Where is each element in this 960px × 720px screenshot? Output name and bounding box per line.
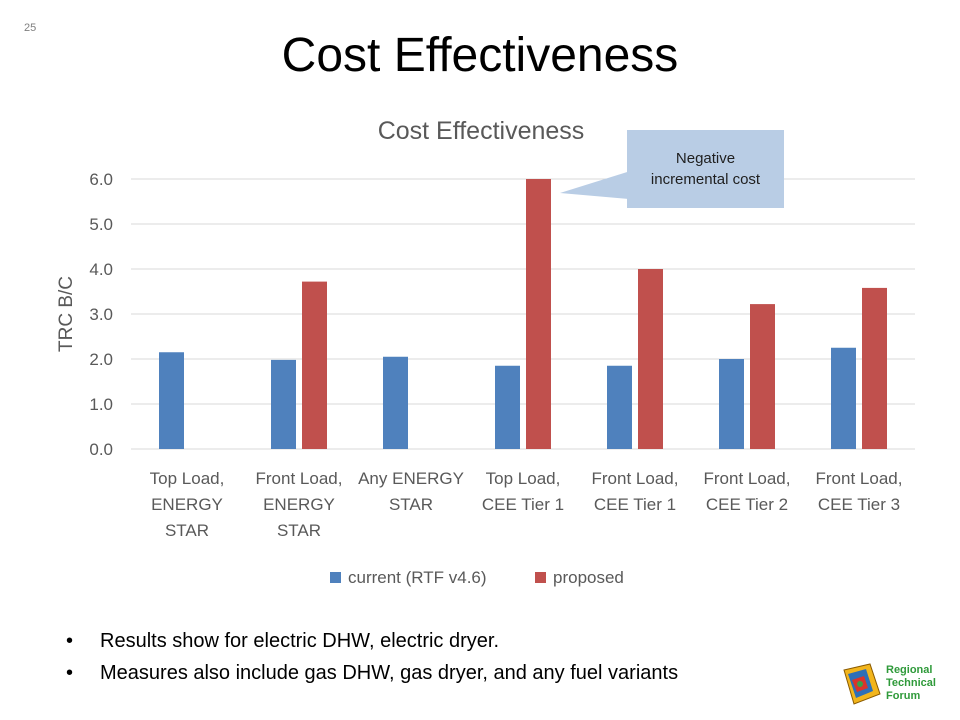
x-tick-label: Front Load, <box>592 469 679 488</box>
logo-line: Forum <box>886 690 921 702</box>
callout-pointer <box>560 168 640 200</box>
bullet-item: • Measures also include gas DHW, gas drye… <box>66 662 679 684</box>
slide-title: Cost Effectiveness <box>281 29 679 82</box>
bar-current <box>719 359 744 449</box>
callout-box: Negative incremental cost <box>627 130 784 208</box>
x-tick-label: CEE Tier 2 <box>706 495 788 514</box>
legend-swatch <box>535 572 546 583</box>
x-tick-label: CEE Tier 1 <box>594 495 676 514</box>
x-tick-label: STAR <box>389 495 433 514</box>
x-tick-label: ENERGY <box>263 495 335 514</box>
x-tick-label: STAR <box>165 521 209 540</box>
bullet-list: • Results show for electric DHW, electric… <box>66 630 678 694</box>
bar-current <box>831 347 856 449</box>
x-tick-label: Any ENERGY <box>358 469 464 488</box>
callout-text: Negative incremental cost <box>650 150 761 188</box>
y-tick-label: 1.0 <box>89 395 113 414</box>
bullet-icon: • <box>66 662 74 684</box>
y-tick-label: 4.0 <box>89 260 113 279</box>
bullet-item: • Results show for electric DHW, electric… <box>66 630 499 652</box>
bar-current <box>607 365 632 449</box>
y-tick-label: 2.0 <box>89 350 113 369</box>
bar-current <box>271 359 296 449</box>
y-tick-label: 6.0 <box>89 170 113 189</box>
chart-title: Cost Effectiveness <box>378 117 585 145</box>
bar-proposed <box>302 281 327 449</box>
legend-label: proposed <box>553 568 624 587</box>
logo-line: Technical <box>886 677 936 689</box>
x-tick-label: ENERGY <box>151 495 223 514</box>
x-tick-label: Front Load, <box>704 469 791 488</box>
bar-proposed <box>862 287 887 449</box>
bar-proposed <box>526 179 551 449</box>
x-tick-label: Top Load, <box>150 469 225 488</box>
legend-swatch <box>330 572 341 583</box>
bar-proposed <box>750 304 775 449</box>
x-tick-label: Front Load, <box>816 469 903 488</box>
bar-current <box>495 365 520 449</box>
logo-line: Regional <box>886 664 933 676</box>
bar-current <box>159 352 184 449</box>
rtf-logo-icon <box>843 663 881 705</box>
bullet-icon: • <box>66 630 74 652</box>
y-tick-label: 5.0 <box>89 215 113 234</box>
bar-current <box>383 356 408 449</box>
y-axis-label: TRC B/C <box>56 276 77 352</box>
bar-proposed <box>638 269 663 449</box>
y-tick-label: 0.0 <box>89 440 113 459</box>
slide-number: 25 <box>24 22 37 34</box>
x-tick-label: CEE Tier 1 <box>482 495 564 514</box>
x-tick-label: Top Load, <box>486 469 561 488</box>
legend-label: current (RTF v4.6) <box>348 568 487 587</box>
x-tick-label: STAR <box>277 521 321 540</box>
x-tick-label: CEE Tier 3 <box>818 495 900 514</box>
y-tick-label: 3.0 <box>89 305 113 324</box>
rtf-logo: Regional Technical Forum <box>840 660 952 712</box>
x-tick-label: Front Load, <box>256 469 343 488</box>
